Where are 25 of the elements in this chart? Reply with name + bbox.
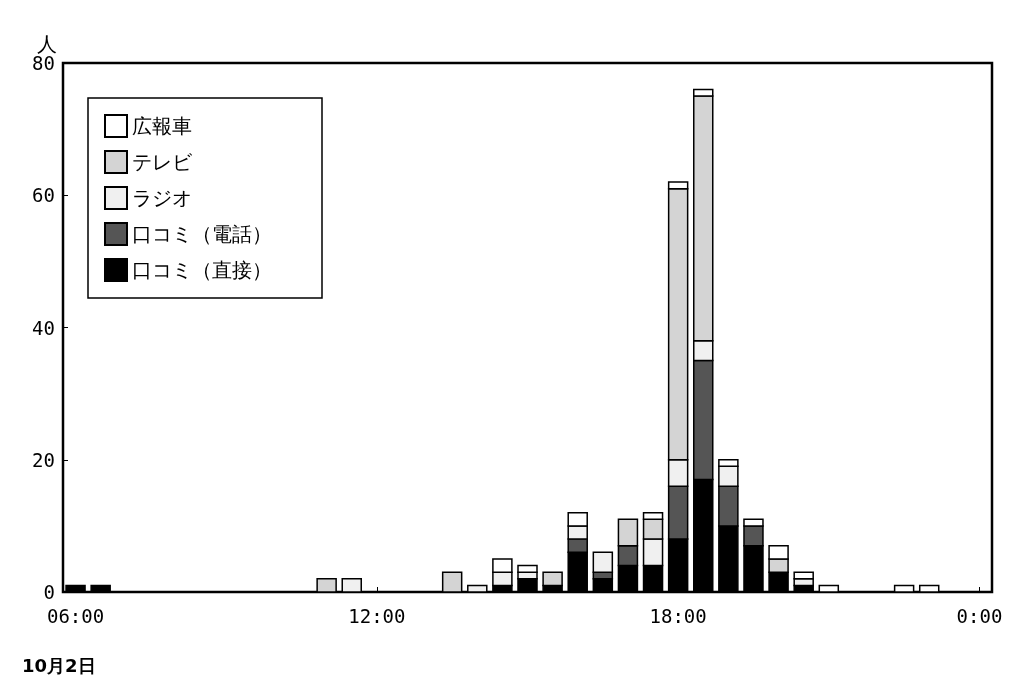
legend-label: 口コミ（電話） <box>132 222 272 246</box>
bar <box>918 584 940 593</box>
legend-label: 広報車 <box>132 114 192 138</box>
x-tick-label: 06:00 <box>46 604 105 627</box>
y-tick-label: 0 <box>43 581 55 603</box>
legend-label: 口コミ（直接） <box>132 258 272 282</box>
bar <box>893 584 915 593</box>
legend-label: ラジオ <box>132 186 192 210</box>
bar <box>90 584 111 593</box>
x-tick-label: 0:00 <box>956 604 1003 627</box>
text: 10月2日 <box>22 654 96 676</box>
bar <box>65 584 86 593</box>
x-tick-label: 12:00 <box>348 604 406 627</box>
y-axis-title: 人 <box>37 32 57 55</box>
x-tick-label: 18:00 <box>649 604 707 627</box>
y-tick-label: 20 <box>32 448 55 471</box>
bar <box>441 571 463 593</box>
bar <box>793 584 814 593</box>
bar <box>316 578 337 593</box>
bar <box>341 578 362 593</box>
bar <box>818 584 840 593</box>
y-tick-label: 60 <box>32 184 55 207</box>
y-tick-label: 40 <box>32 316 55 339</box>
bar <box>467 584 488 593</box>
legend-label: テレビ <box>132 150 193 174</box>
